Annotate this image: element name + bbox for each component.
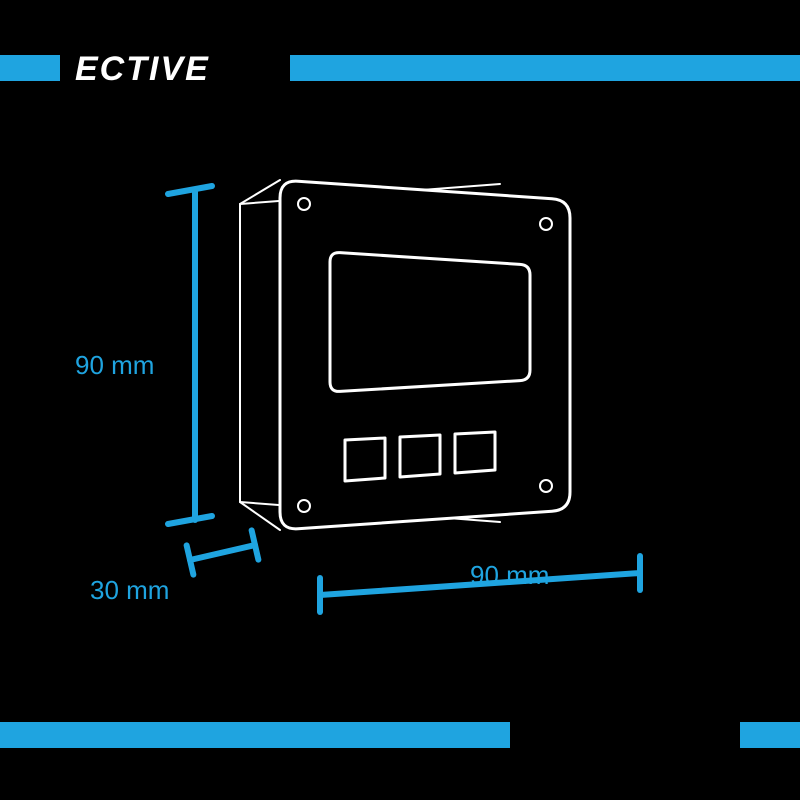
diagram-canvas: ECTIVE 90 mm 90 mm 30 mm — [0, 0, 800, 800]
diagram-svg — [0, 0, 800, 800]
